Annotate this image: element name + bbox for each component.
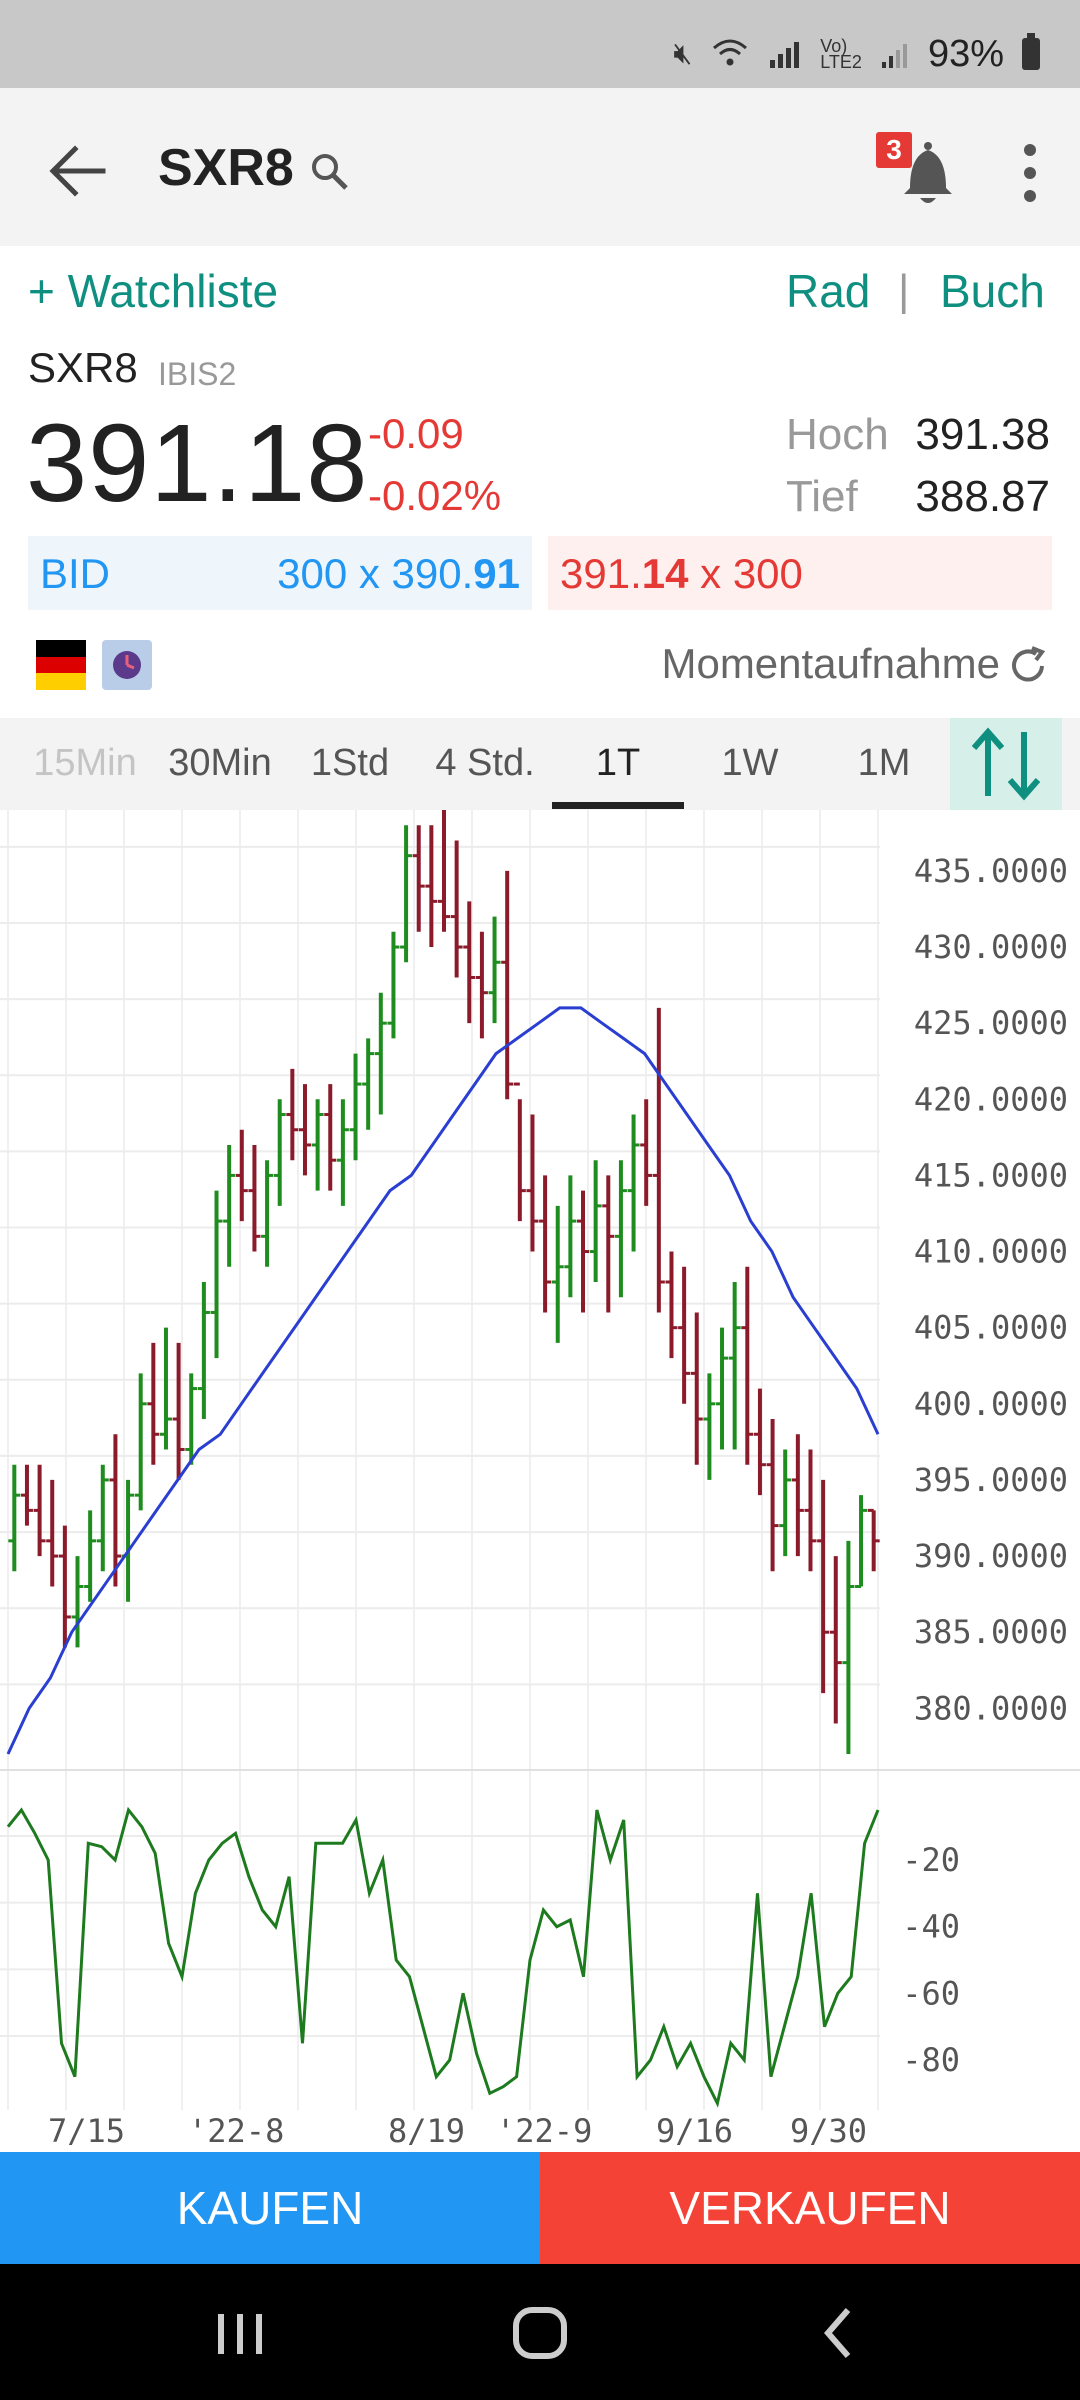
tab-1std[interactable]: 1Std: [310, 742, 390, 784]
moving-average-line: [6, 1006, 880, 1755]
oscillator-tick-label: -80: [902, 2041, 960, 2079]
y-tick-label: 400.0000: [914, 1385, 1068, 1423]
x-tick-label: 7/15: [48, 2112, 126, 2150]
app-bar: SXR8 3: [0, 88, 1080, 246]
price-chart[interactable]: 435.0000 430.0000 425.0000 420.0000 415.0000…: [0, 810, 1080, 2150]
add-watchlist-link[interactable]: + Watchliste: [28, 265, 279, 317]
germany-flag-icon: [36, 640, 86, 690]
bell-icon: [904, 142, 952, 203]
exchange-label: IBIS2: [158, 356, 237, 392]
mute-icon: 🔇︎: [673, 37, 693, 70]
tab-1m[interactable]: 1M: [857, 742, 911, 784]
ask-box: 391.14 x 300: [548, 536, 1052, 610]
y-tick-label: 420.0000: [914, 1080, 1068, 1118]
change-percent: -0.02%: [368, 472, 502, 519]
y-tick-label: 385.0000: [914, 1613, 1068, 1651]
more-options-icon[interactable]: [1010, 138, 1050, 208]
oscillator-line: [6, 1806, 880, 2108]
low-value: 388.87: [915, 472, 1050, 521]
sort-toggle-button[interactable]: [950, 718, 1062, 810]
delay-clock-icon: [102, 640, 152, 690]
snapshot-label[interactable]: Momentaufnahme: [661, 640, 1000, 687]
recent-apps-icon[interactable]: [200, 2298, 280, 2368]
home-icon[interactable]: [500, 2298, 580, 2368]
bid-label: BID: [40, 550, 111, 597]
y-tick-label: 425.0000: [914, 1004, 1068, 1042]
oscillator-tick-label: -20: [902, 1841, 960, 1879]
rad-link[interactable]: Rad: [786, 265, 871, 317]
y-tick-label: 395.0000: [914, 1461, 1068, 1499]
wifi-icon: [713, 39, 748, 66]
tab-30min[interactable]: 30Min: [168, 742, 272, 784]
refresh-icon[interactable]: [1006, 644, 1050, 688]
watchlist-row: + Watchliste Rad | Buch: [0, 246, 1080, 336]
active-tab-indicator: [552, 802, 684, 809]
back-icon[interactable]: [800, 2298, 880, 2368]
status-bar: 🔇︎ Vo) LTE2 93%: [0, 0, 1080, 88]
x-tick-label: 9/30: [790, 2112, 868, 2150]
oscillator-tick-label: -60: [902, 1974, 960, 2012]
notifications-button[interactable]: 3: [876, 132, 966, 212]
high-value: 391.38: [915, 410, 1050, 459]
volte-icon: Vo) LTE2: [820, 36, 862, 72]
y-tick-label: 390.0000: [914, 1537, 1068, 1575]
change-absolute: -0.09: [368, 410, 464, 457]
high-label: Hoch: [786, 410, 889, 459]
battery-icon: [1022, 33, 1040, 70]
bid-value: 300 x 390.91: [277, 550, 520, 597]
tab-1w[interactable]: 1W: [721, 742, 779, 784]
search-icon[interactable]: [308, 150, 352, 194]
tab-1t[interactable]: 1T: [595, 742, 641, 784]
system-nav-bar: [0, 2264, 1080, 2400]
sell-button[interactable]: VERKAUFEN: [540, 2152, 1080, 2264]
back-button[interactable]: [42, 136, 112, 206]
notification-badge: 3: [876, 132, 912, 168]
low-label: Tief: [786, 472, 858, 521]
tab-15min[interactable]: 15Min: [33, 742, 137, 784]
bid-box: BID 300 x 390.91: [28, 536, 532, 610]
y-tick-label: 435.0000: [914, 852, 1068, 890]
link-separator: |: [898, 266, 910, 315]
arrow-left-icon: [49, 145, 106, 197]
x-tick-label: 9/16: [656, 2112, 734, 2150]
y-tick-label: 380.0000: [914, 1689, 1068, 1727]
last-price: 391.18: [26, 402, 369, 525]
signal-icon: [770, 42, 800, 68]
battery-level: 93%: [927, 32, 1004, 75]
x-tick-label: 8/19: [388, 2112, 466, 2150]
x-tick-label: '22-9: [496, 2112, 593, 2150]
y-tick-label: 410.0000: [914, 1233, 1068, 1271]
sort-arrows-icon: [971, 727, 1041, 801]
signal-icon-2: [881, 44, 907, 68]
y-tick-label: 405.0000: [914, 1309, 1068, 1347]
oscillator-tick-label: -40: [902, 1908, 960, 1946]
ask-value: 391.14 x 300: [560, 550, 803, 597]
y-tick-label: 415.0000: [914, 1156, 1068, 1194]
timeframe-tabs: 15Min 30Min 1Std 4 Std. 1T 1W 1M: [0, 718, 1080, 810]
y-tick-label: 430.0000: [914, 928, 1068, 966]
buy-button[interactable]: KAUFEN: [0, 2152, 540, 2264]
buch-link[interactable]: Buch: [940, 265, 1045, 317]
page-title: SXR8: [158, 139, 294, 197]
symbol-label: SXR8: [28, 344, 138, 391]
tab-4std[interactable]: 4 Std.: [435, 742, 535, 784]
status-icons: 🔇︎ Vo) LTE2 93%: [673, 32, 1040, 75]
x-tick-label: '22-8: [188, 2112, 285, 2150]
